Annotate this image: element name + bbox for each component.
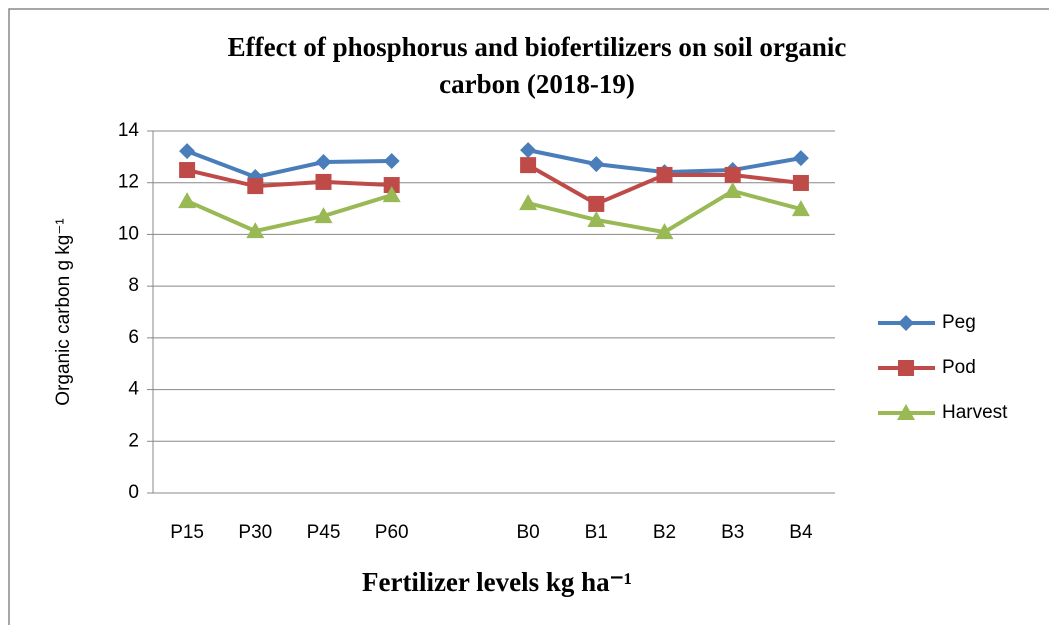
marker xyxy=(587,210,606,227)
marker xyxy=(656,166,673,183)
marker xyxy=(179,162,196,179)
x-tick-label: B2 xyxy=(653,522,676,543)
legend-label: Harvest xyxy=(942,402,1008,423)
x-tick-label: P30 xyxy=(238,522,272,543)
marker xyxy=(723,181,742,198)
x-tick-label: P15 xyxy=(170,522,204,543)
marker xyxy=(383,177,400,194)
marker xyxy=(520,142,537,159)
marker xyxy=(519,194,538,211)
x-tick-label: B1 xyxy=(585,522,608,543)
marker xyxy=(655,223,674,240)
marker xyxy=(247,178,264,195)
x-tick-label: B3 xyxy=(721,522,744,543)
marker xyxy=(315,173,332,190)
marker xyxy=(520,157,537,174)
marker xyxy=(246,222,265,239)
x-tick-label: B0 xyxy=(516,522,539,543)
x-tick-label: B4 xyxy=(789,522,813,543)
marker xyxy=(315,154,332,171)
marker xyxy=(178,192,197,209)
legend-label: Pod xyxy=(942,357,976,378)
y-tick-label: 6 xyxy=(128,327,139,348)
marker xyxy=(382,186,401,203)
marker xyxy=(898,315,914,331)
marker xyxy=(897,404,915,420)
marker xyxy=(314,207,333,224)
y-tick-label: 12 xyxy=(118,172,139,193)
x-tick-label: P45 xyxy=(307,522,341,543)
x-tick-label: P60 xyxy=(375,522,409,543)
marker xyxy=(898,360,914,376)
y-tick-label: 8 xyxy=(128,275,139,296)
y-tick-label: 10 xyxy=(118,223,139,244)
x-axis-label: Fertilizer levels kg ha⁻¹ xyxy=(362,567,632,597)
chart-frame xyxy=(8,8,1049,625)
marker xyxy=(792,174,809,191)
marker xyxy=(383,152,400,169)
marker xyxy=(179,143,196,160)
chart-title: Effect of phosphorus and biofertilizers … xyxy=(228,32,847,62)
y-axis-label: Organic carbon g kg⁻¹ xyxy=(53,218,74,405)
legend-label: Peg xyxy=(942,312,976,333)
y-tick-label: 2 xyxy=(128,430,139,451)
y-tick-label: 4 xyxy=(128,379,139,400)
marker xyxy=(588,195,605,212)
chart-title: carbon (2018-19) xyxy=(439,69,635,99)
y-tick-label: 0 xyxy=(128,482,139,503)
marker xyxy=(724,166,741,183)
marker xyxy=(791,200,810,217)
marker xyxy=(588,156,605,173)
marker xyxy=(792,150,809,167)
y-tick-label: 14 xyxy=(118,120,140,141)
